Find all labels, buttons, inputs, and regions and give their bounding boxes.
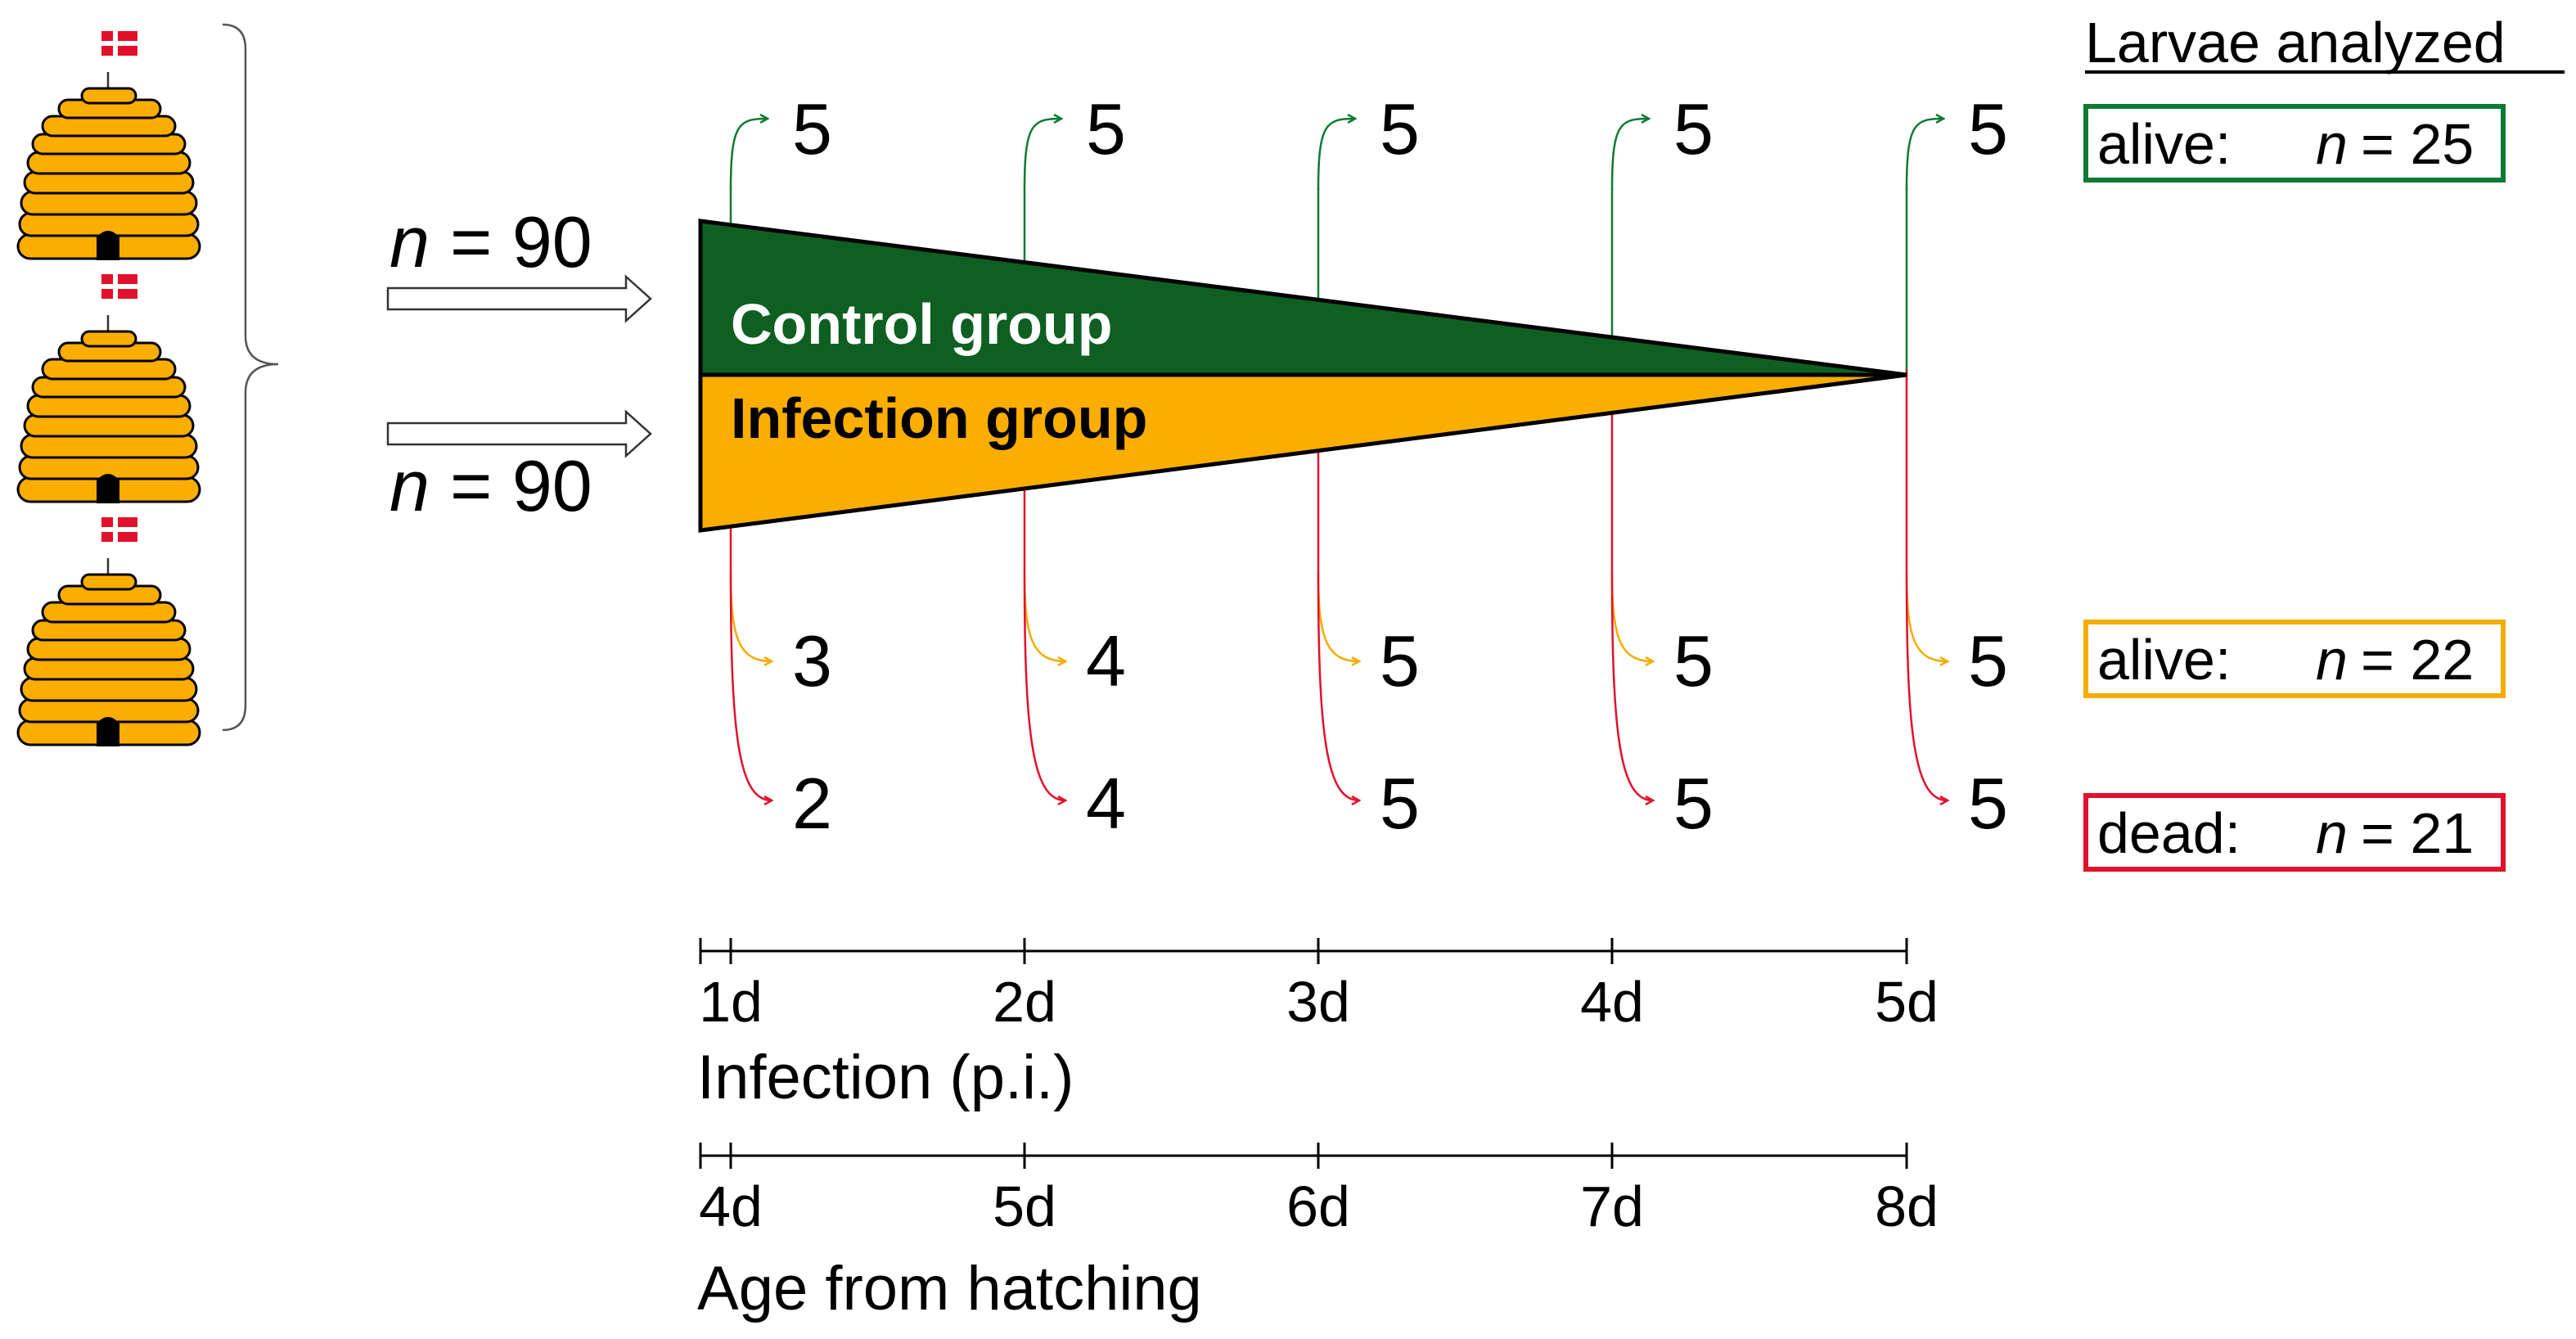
total-n-label: n [2316,801,2348,865]
infection-alive-count: 5 [1380,620,1420,701]
total-n-value: = 21 [2361,801,2474,865]
infection-alive-count: 3 [792,620,832,701]
infection-alive-count: 5 [1673,620,1714,701]
infection-dead-arrow [1317,572,1359,800]
total-status-label: alive: [2097,628,2231,692]
infection-alive-count: 4 [1086,620,1126,701]
total-box: alive: n = 25 [2083,104,2506,183]
n-bottom-label: n [390,445,430,526]
beehive-icon [16,31,201,260]
infection-alive-arrow [1023,572,1065,661]
total-n-label: n [2316,112,2348,176]
infection-alive-arrow [1317,572,1359,661]
axis-tick-label: 2d [993,970,1056,1034]
input-arrow-top-icon [386,274,652,323]
hives-group [16,31,201,746]
timepoint-connectors [729,188,1908,573]
axis-tick-label: 8d [1875,1174,1939,1238]
axis-tick-label: 5d [1875,970,1939,1034]
control-alive-count: 5 [1380,88,1420,169]
axis-tick-label: 6d [1286,1174,1350,1238]
total-box: dead: n = 21 [2083,793,2506,872]
control-alive-arrow [1317,119,1355,191]
control-alive-arrow [1023,119,1061,191]
total-status-label: alive: [2097,112,2231,176]
age-axis: 4d 5d 6d 7d 8d [699,1143,1939,1238]
infection-dead-count: 2 [792,763,832,844]
n-top-label: n [390,201,430,282]
infection-dead-count: 4 [1086,763,1126,844]
infection-alive-arrow [1610,572,1653,661]
total-status-label: dead: [2097,801,2240,865]
infection-dead-count: 5 [1968,763,2008,844]
infection-dead-count: 5 [1673,763,1714,844]
n-top-value: = 90 [450,201,592,282]
infection-dead-count: 5 [1380,763,1420,844]
infection-group-label: Infection group [731,386,1147,450]
infection-axis-label: Infection (p.i.) [697,1043,1074,1112]
infection-alive-count: 5 [1968,620,2008,701]
colony-brace-icon [222,23,279,732]
infection-dead-arrow [1610,572,1653,800]
infection-group-wedge [698,372,1907,533]
infection-dead-arrow [1905,572,1948,800]
n-bottom-value: = 90 [450,445,592,526]
larvae-analyzed-title: Larvae analyzed [2085,11,2506,74]
total-n-label: n [2316,628,2348,692]
age-axis-label: Age from hatching [697,1254,1202,1323]
beehive-icon [16,517,201,746]
input-bottom: n = 90 [386,409,652,526]
axis-tick-label: 4d [1580,970,1644,1034]
axis-tick-label: 1d [699,970,763,1034]
sample-counts: 5 3 2 5 4 4 5 5 5 5 5 5 5 5 5 [729,88,2008,844]
axis-tick-label: 5d [993,1174,1056,1238]
axis-tick-label: 4d [699,1174,763,1238]
beehive-icon [16,274,201,503]
control-alive-arrow [1905,119,1943,191]
control-alive-count: 5 [792,88,832,169]
axis-tick-label: 7d [1580,1174,1644,1238]
infection-alive-arrow [1905,572,1948,661]
infection-axis: 1d 2d 3d 4d 5d [699,938,1939,1034]
control-group-label: Control group [731,292,1113,356]
axis-tick-label: 3d [1286,970,1350,1034]
control-alive-count: 5 [1673,88,1714,169]
control-alive-arrow [729,119,768,191]
control-alive-arrow [1610,119,1649,191]
total-n-value: = 22 [2361,628,2474,692]
total-box: alive: n = 22 [2083,620,2506,698]
total-n-value: = 25 [2361,112,2474,176]
input-top: n = 90 [386,201,652,323]
timeline-axes: 1d 2d 3d 4d 5d 4d 5d 6d 7d 8d [699,938,1939,1238]
infection-alive-arrow [729,572,772,661]
control-alive-count: 5 [1086,88,1126,169]
input-arrow-bottom-icon [386,409,652,458]
infection-dead-arrow [729,572,772,800]
infection-dead-arrow [1023,572,1065,800]
control-alive-count: 5 [1968,88,2008,169]
